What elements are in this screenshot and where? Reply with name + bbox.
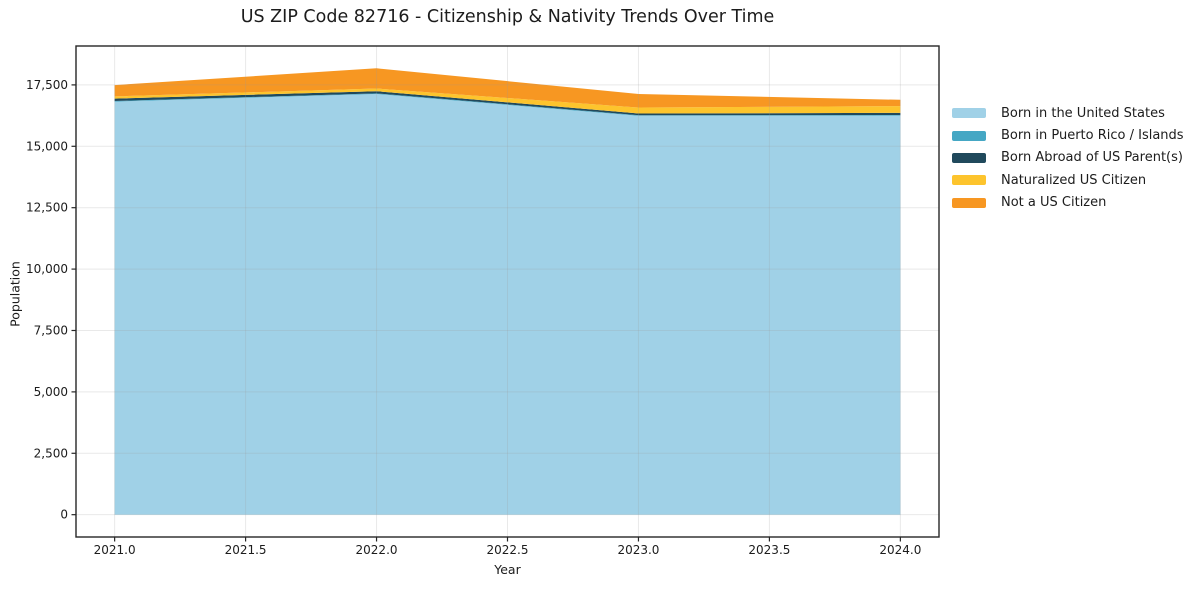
y-tick-label: 17,500	[26, 78, 68, 92]
legend-item-naturalized-us-citizen: Naturalized US Citizen	[952, 169, 1184, 191]
area-series-naturalized-us-citizen	[114, 88, 901, 114]
y-tick-label: 10,000	[26, 262, 68, 276]
legend-label: Born Abroad of US Parent(s)	[1001, 150, 1183, 166]
y-tick-label: 2,500	[34, 446, 68, 460]
x-tick-label: 2022.0	[356, 543, 398, 557]
legend: Born in the United States Born in Puerto …	[952, 102, 1184, 214]
x-tick-label: 2023.5	[748, 543, 790, 557]
x-tick-label: 2024.0	[879, 543, 921, 557]
y-tick-label: 12,500	[26, 201, 68, 215]
legend-swatch-icon	[952, 130, 986, 141]
legend-label: Born in the United States	[1001, 105, 1165, 121]
x-axis-title: Year	[494, 562, 521, 577]
area-series-born-abroad-of-us-parent-s	[114, 91, 901, 116]
legend-swatch-icon	[952, 108, 986, 119]
area-series-not-a-us-citizen	[114, 68, 901, 108]
legend-item-born-in-the-united-states: Born in the United States	[952, 102, 1184, 124]
legend-swatch-icon	[952, 152, 986, 163]
area-series-born-in-puerto-rico-islands	[114, 93, 901, 116]
chart-title: US ZIP Code 82716 - Citizenship & Nativi…	[240, 7, 775, 27]
legend-label: Not a US Citizen	[1001, 195, 1107, 211]
y-tick-label: 15,000	[26, 139, 68, 153]
y-tick-label: 5,000	[34, 385, 68, 399]
x-tick-label: 2021.5	[225, 543, 267, 557]
legend-item-born-in-puerto-rico-islands: Born in Puerto Rico / Islands	[952, 124, 1184, 146]
legend-item-not-a-us-citizen: Not a US Citizen	[952, 192, 1184, 214]
x-tick-label: 2023.0	[617, 543, 659, 557]
area-series-born-in-the-united-states	[114, 94, 901, 515]
legend-swatch-icon	[952, 197, 986, 208]
legend-label: Born in Puerto Rico / Islands	[1001, 128, 1184, 144]
legend-swatch-icon	[952, 175, 986, 186]
legend-label: Naturalized US Citizen	[1001, 172, 1147, 188]
x-tick-label: 2021.0	[94, 543, 136, 557]
legend-item-born-abroad-of-us-parent-s: Born Abroad of US Parent(s)	[952, 147, 1184, 169]
y-tick-label: 7,500	[34, 323, 68, 337]
y-tick-label: 0	[60, 508, 68, 522]
x-tick-label: 2022.5	[487, 543, 529, 557]
y-axis-title-text: Population	[7, 261, 23, 327]
